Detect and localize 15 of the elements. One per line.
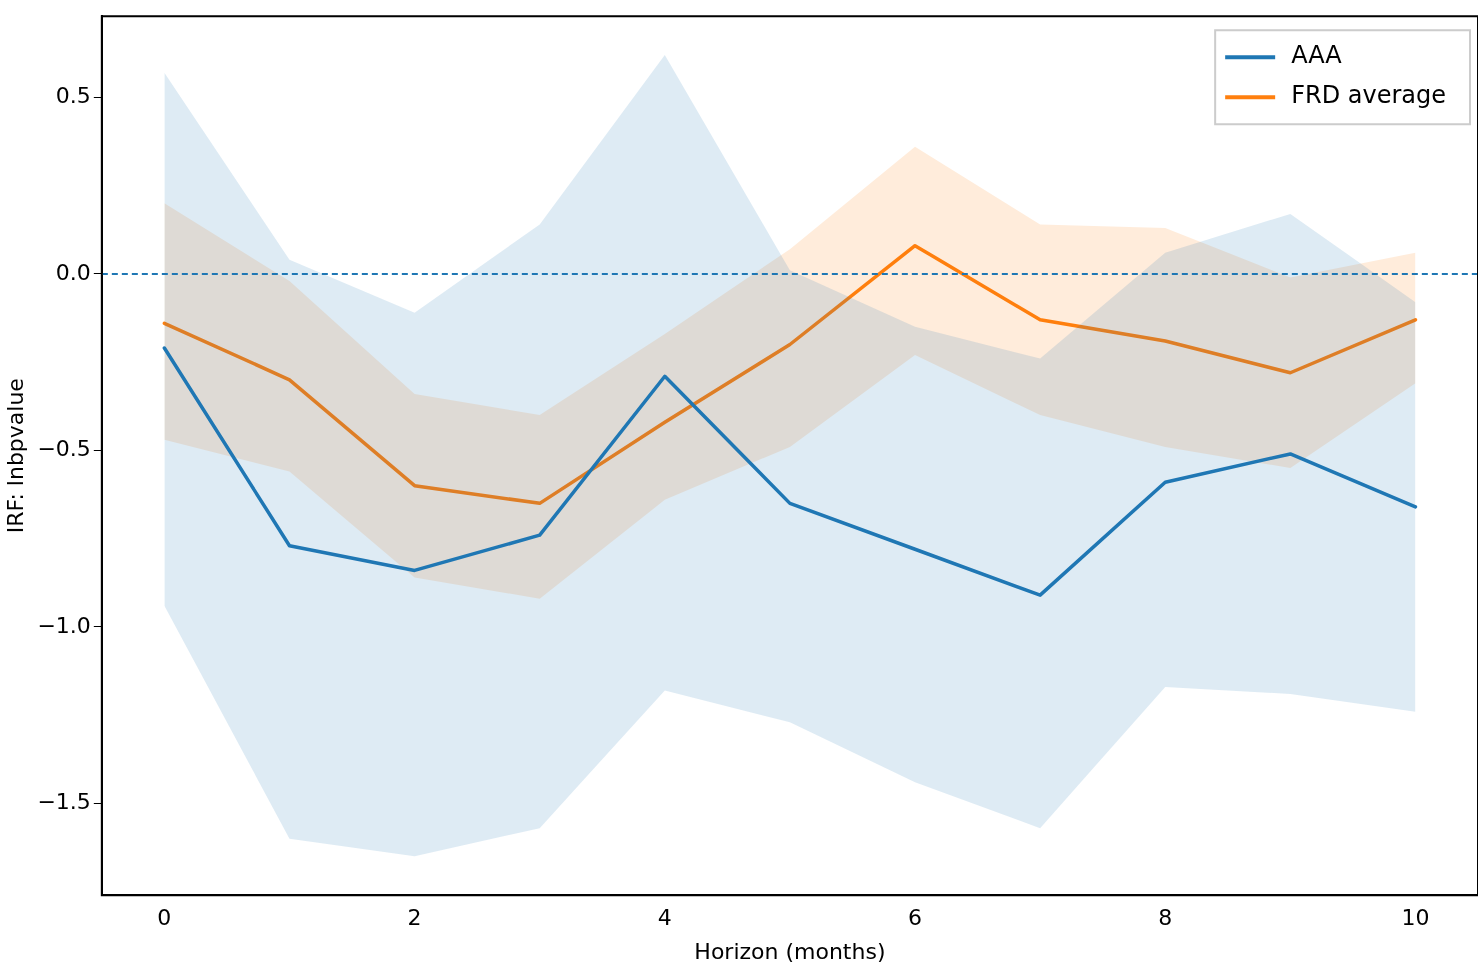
x-tick-label: 4: [657, 905, 672, 931]
x-tick-label: 10: [1401, 905, 1430, 931]
y-tick-label: −0.5: [37, 436, 91, 462]
y-tick-label: 0.5: [55, 83, 91, 109]
x-tick-label: 6: [908, 905, 923, 931]
x-tick-label: 8: [1158, 905, 1173, 931]
x-tick-label: 0: [157, 905, 172, 931]
x-axis-title: Horizon (months): [694, 938, 886, 964]
y-tick-label: 0.0: [55, 259, 91, 285]
x-tick-label: 2: [407, 905, 422, 931]
y-tick-label: −1.0: [37, 612, 91, 638]
legend-label: FRD average: [1291, 81, 1446, 110]
y-axis-title: IRF: lnbpvalue: [2, 378, 28, 534]
y-tick-label: −1.5: [37, 789, 91, 815]
legend-label: AAA: [1291, 41, 1343, 70]
